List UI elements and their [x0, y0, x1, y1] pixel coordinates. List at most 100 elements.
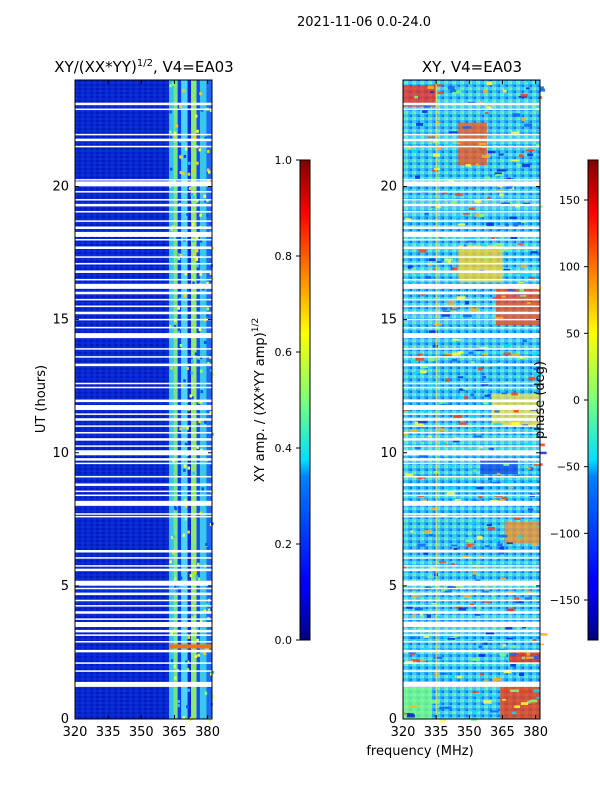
- phase-flagged-row: [403, 618, 540, 620]
- amp-speckle: [184, 504, 188, 508]
- phase-speckle: [448, 302, 453, 306]
- amplitude-panel: XY/(XX*YY)1/2, V4=EA03 320 335 350 365 380 0…: [34, 58, 234, 740]
- phase-speckle: [504, 344, 512, 348]
- amp-flagged-row: [75, 179, 212, 181]
- phase-speckle: [511, 392, 518, 396]
- phase-speckle: [483, 680, 489, 683]
- amp-speckle: [169, 84, 172, 88]
- amp-speckle: [177, 306, 181, 310]
- phase-speckle: [448, 131, 458, 134]
- amp-xtick-label: 380: [195, 725, 220, 740]
- amp-speckle: [173, 324, 177, 328]
- amp-speckle: [170, 528, 173, 532]
- amp-speckle: [192, 471, 195, 475]
- phase-speckle: [467, 236, 474, 241]
- phase-speckle: [486, 524, 492, 527]
- amp-flagged-row: [75, 568, 212, 572]
- phase-speckle: [457, 223, 466, 226]
- phase-axes-frame: [402, 79, 541, 720]
- amp-speckle: [195, 248, 199, 252]
- amp-flagged-row: [75, 404, 212, 410]
- amp-flagged-row: [75, 333, 212, 339]
- amp-speckle: [206, 546, 210, 550]
- amp-speckle: [203, 652, 207, 656]
- phase-speckle: [519, 288, 524, 292]
- phase-speckle: [472, 691, 479, 693]
- phase-speckle: [511, 547, 517, 551]
- amp-colorbar: 0.0 0.2 0.4 0.6 0.8 1.0 XY amp. / (XX*YY amp)…: [251, 154, 311, 647]
- phase-speckle: [516, 221, 522, 225]
- phase-speckle: [462, 213, 471, 215]
- phase-speckle: [444, 402, 449, 405]
- phase-speckle: [511, 353, 519, 358]
- amp-speckle: [188, 161, 191, 165]
- phase-speckle: [472, 571, 477, 575]
- amp-flagged-row: [75, 670, 212, 672]
- amp-speckle: [182, 89, 185, 93]
- amp-flagged-row: [75, 133, 212, 136]
- phase-speckle: [405, 606, 413, 609]
- amp-speckle: [177, 330, 181, 334]
- phase-speckle: [452, 267, 458, 271]
- amp-speckle: [171, 535, 174, 539]
- phase-speckle: [405, 147, 411, 150]
- amp-speckle: [188, 612, 191, 616]
- phase-speckle: [409, 705, 418, 708]
- amp-flagged-row: [75, 475, 212, 478]
- phase-speckle: [519, 672, 525, 677]
- amp-speckle: [191, 360, 194, 364]
- amp-flagged-row: [75, 138, 212, 142]
- phase-flagged-row: [403, 490, 540, 493]
- phase-flagged-row: [403, 629, 540, 633]
- phase-flagged-row: [403, 462, 540, 465]
- phase-speckle: [407, 265, 414, 269]
- phase-speckle: [500, 535, 508, 538]
- phase-speckle: [424, 530, 432, 534]
- phase-speckle: [465, 539, 474, 543]
- amp-flagged-row: [75, 291, 212, 295]
- phase-flagged-row: [403, 557, 540, 559]
- phase-speckle: [482, 401, 489, 405]
- colorbar-tick-label: −150: [550, 594, 580, 607]
- phase-speckle: [447, 487, 454, 490]
- amp-speckle: [182, 533, 186, 537]
- phase-speckle: [538, 96, 543, 99]
- phase-speckle: [428, 330, 438, 334]
- amp-speckle: [169, 135, 173, 139]
- phase-speckle: [529, 656, 539, 660]
- phase-speckle: [481, 154, 491, 158]
- phase-speckle: [427, 435, 432, 438]
- phase-speckle: [522, 117, 526, 122]
- amp-flagged-row: [75, 550, 212, 553]
- phase-speckle: [524, 123, 533, 127]
- amp-speckle: [195, 257, 199, 261]
- amp-speckle: [186, 668, 190, 672]
- amp-flagged-row: [75, 311, 212, 315]
- phase-flagged-row: [403, 211, 540, 213]
- phase-speckle: [487, 150, 496, 154]
- amp-speckle: [183, 294, 187, 298]
- amp-speckle: [206, 648, 210, 652]
- colorbar-tick-label: 1.0: [275, 154, 293, 167]
- amp-speckle: [186, 705, 189, 709]
- phase-speckle: [479, 148, 486, 151]
- phase-speckle: [492, 297, 501, 299]
- phase-speckle: [534, 463, 543, 466]
- amp-speckle: [203, 194, 206, 198]
- phase-flagged-row: [403, 231, 540, 237]
- amp-flagged-row: [75, 557, 212, 559]
- amp-flagged-row: [75, 462, 212, 465]
- phase-speckle: [419, 454, 429, 458]
- phase-speckle: [506, 185, 513, 189]
- amp-flagged-row: [75, 592, 212, 596]
- amp-speckle: [186, 426, 189, 430]
- amp-speckle: [180, 384, 184, 388]
- phase-panel: XY, V4=EA03 320 335 350 365 380 0 5 10 15 20: [380, 58, 548, 740]
- phase-speckle: [428, 357, 435, 362]
- amp-speckle: [178, 139, 182, 143]
- phase-speckle: [524, 273, 530, 277]
- amp-speckle: [171, 544, 174, 548]
- amp-speckle: [190, 371, 194, 375]
- amp-speckle: [177, 699, 180, 703]
- phase-speckle: [503, 459, 512, 462]
